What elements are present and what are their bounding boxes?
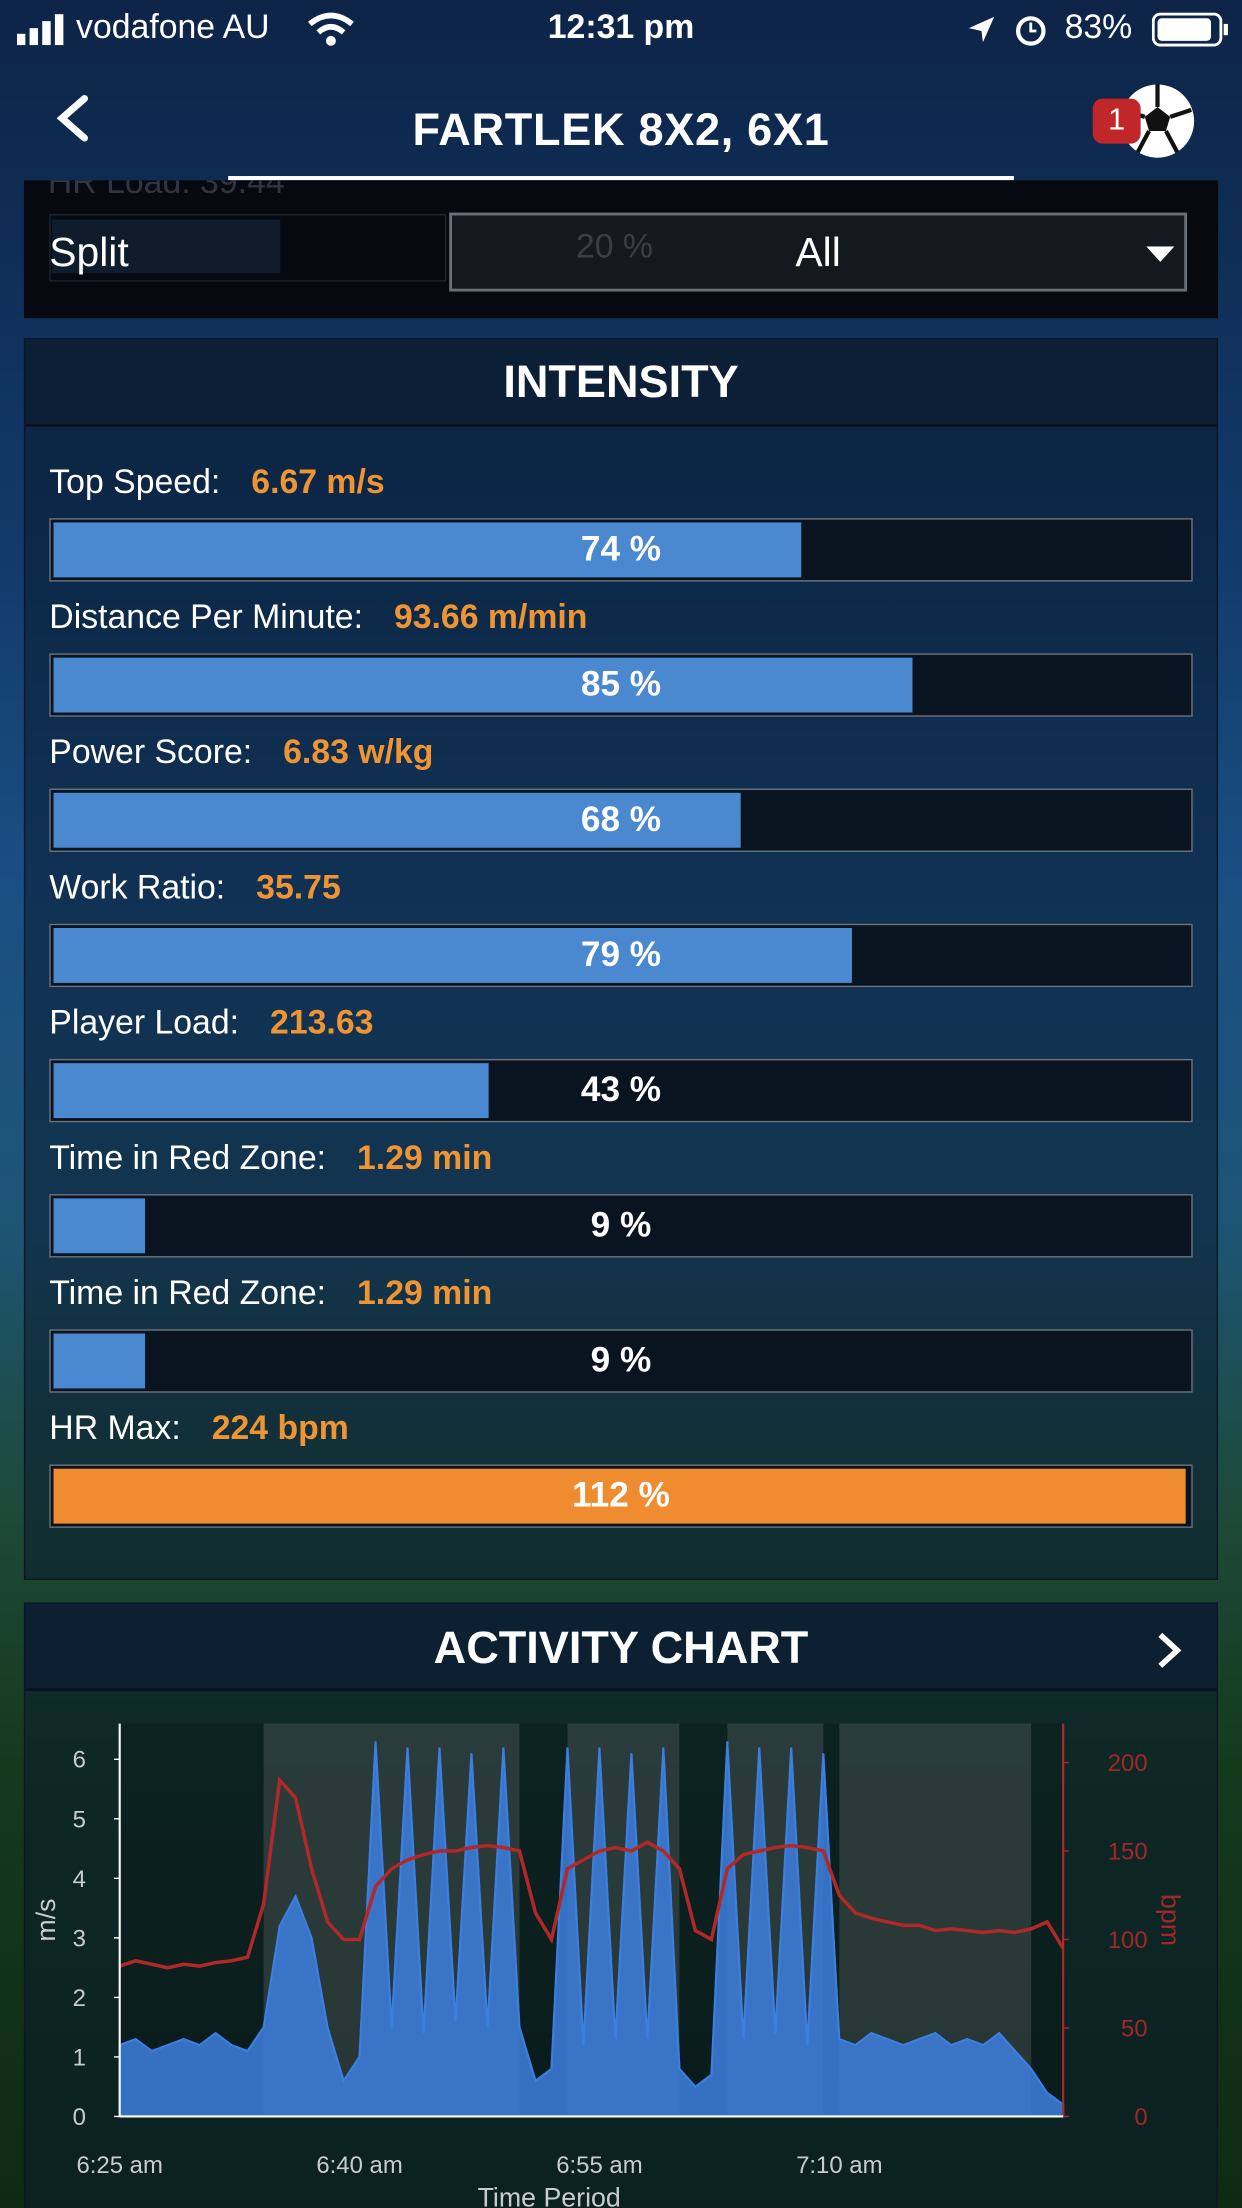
metric-percent: 112 % — [572, 1475, 670, 1516]
chart-forward-button[interactable] — [1155, 1632, 1183, 1669]
metric-label: Top Speed: 6.67 m/s — [49, 463, 384, 502]
metric-label: Time in Red Zone: 1.29 min — [49, 1274, 492, 1313]
y-tick-label: 3 — [73, 1925, 86, 1952]
metric-value: 1.29 min — [357, 1274, 493, 1313]
split-label-bg — [52, 219, 281, 274]
y-tick-label: 1 — [73, 2044, 86, 2071]
metric-name: Time in Red Zone: — [49, 1274, 327, 1313]
x-tick-label: 6:25 am — [76, 2152, 162, 2179]
y2-tick-label: 100 — [1108, 1927, 1148, 1954]
metric-bar-track: 74 % — [49, 518, 1193, 582]
y2-axis-title: bpm — [1156, 1894, 1186, 1946]
wifi-icon — [308, 12, 354, 46]
overlap-text: HR Load: 39.44 — [47, 180, 285, 202]
metric-name: Distance Per Minute: — [49, 598, 363, 637]
y-tick-label: 0 — [73, 2104, 86, 2131]
metric-percent: 9 % — [590, 1340, 652, 1380]
speed-area — [118, 1741, 1065, 2118]
screen-title: FARTLEK 8X2, 6X1 — [412, 104, 830, 155]
x-tick-label: 6:55 am — [556, 2152, 642, 2179]
y2-tick-label: 150 — [1108, 1838, 1148, 1865]
x-tick-label: 6:40 am — [316, 2152, 402, 2179]
metric-name: Top Speed: — [49, 463, 221, 502]
metric-label: Player Load: 213.63 — [49, 1004, 373, 1043]
dropdown-arrow — [1146, 246, 1175, 262]
back-button[interactable] — [51, 93, 96, 144]
y-tick-label: 4 — [73, 1866, 86, 1893]
battery-icon — [1151, 12, 1228, 47]
metric-value: 35.75 — [256, 868, 341, 907]
metric-bar-fill — [53, 1063, 489, 1119]
team-button[interactable] — [1087, 79, 1200, 163]
metric-bar-track: 43 % — [49, 1058, 1193, 1123]
metric-name: Time in Red Zone: — [49, 1139, 327, 1178]
split-panel: HR Load: 39.44 Split 20 % All — [23, 180, 1219, 319]
heart-rate-line — [119, 1776, 1065, 1970]
metric-name: Work Ratio: — [49, 868, 226, 907]
metric-percent: 85 % — [580, 664, 662, 705]
signal-icon — [16, 14, 64, 46]
dropdown-value: All — [795, 230, 841, 276]
metric-bar-track: 112 % — [49, 1464, 1193, 1528]
metric-name: Player Load: — [49, 1004, 240, 1043]
metric-value: 1.29 min — [357, 1139, 493, 1178]
metric-name: Power Score: — [49, 733, 253, 772]
metric-label: Power Score: 6.83 w/kg — [49, 734, 433, 773]
metric-bar-track: 9 % — [49, 1329, 1193, 1393]
metric-bar-fill — [53, 1198, 145, 1254]
metric-value: 213.63 — [270, 1004, 374, 1043]
split-dropdown[interactable] — [449, 212, 1188, 292]
metric-name: HR Max: — [49, 1409, 181, 1448]
metric-label: HR Max: 224 bpm — [49, 1410, 349, 1449]
y-axis-title: m/s — [31, 1898, 61, 1941]
notification-badge: 1 — [1108, 101, 1126, 137]
metric-bar-fill — [53, 657, 913, 713]
metric-value: 6.83 w/kg — [283, 733, 434, 772]
metric-label: Time in Red Zone: 1.29 min — [49, 1139, 492, 1178]
metric-percent: 43 % — [580, 1070, 662, 1110]
metric-bar-fill — [53, 792, 741, 848]
metric-label: Distance Per Minute: 93.66 m/min — [49, 598, 587, 637]
split-label: Split — [49, 230, 129, 276]
metric-value: 93.66 m/min — [393, 598, 588, 637]
x-tick-label: 7:10 am — [796, 2152, 882, 2179]
split-label-box — [49, 214, 447, 282]
y2-tick-label: 50 — [1121, 2015, 1148, 2042]
y-tick-label: 6 — [73, 1747, 86, 1774]
metric-percent: 74 % — [580, 529, 662, 569]
battery-percent: 83% — [1064, 8, 1133, 47]
intensity-panel: INTENSITY Top Speed: 6.67 m/s 74 % Distance… — [23, 337, 1219, 1580]
metric-label: Work Ratio: 35.75 — [49, 869, 340, 908]
metric-bar-fill — [53, 1333, 145, 1389]
y-tick-label: 5 — [73, 1806, 86, 1833]
metric-bar-track: 85 % — [49, 653, 1193, 717]
title-underline — [228, 176, 1014, 181]
metric-bar-track: 79 % — [49, 923, 1193, 988]
activity-chart: 0 1 2 3 4 5 6 0 50 100 150 200 6:25 am 6:40 am 6:55 am… — [31, 1723, 1186, 2208]
metric-percent: 9 % — [590, 1205, 652, 1245]
metric-bar-fill — [53, 1468, 1186, 1524]
metric-value: 224 bpm — [211, 1409, 349, 1448]
x-axis-title: Time Period — [478, 2183, 621, 2208]
y2-tick-label: 0 — [1134, 2104, 1147, 2131]
metric-percent: 68 % — [580, 799, 662, 840]
carrier: vodafone AU — [76, 8, 270, 47]
status-icons — [968, 16, 1046, 46]
metric-bar-fill — [53, 927, 853, 983]
metric-bar-track: 68 % — [49, 788, 1193, 852]
panel-title: INTENSITY — [25, 339, 1217, 427]
metric-value: 6.67 m/s — [251, 463, 385, 502]
panel-title: ACTIVITY CHART — [25, 1603, 1217, 1692]
metric-bar-track: 9 % — [49, 1194, 1193, 1258]
y2-tick-label: 200 — [1108, 1750, 1148, 1777]
metric-percent: 79 % — [580, 935, 662, 975]
metric-bar-fill — [53, 522, 802, 578]
y-tick-label: 2 — [73, 1985, 86, 2012]
faded-percent: 20 % — [575, 228, 653, 267]
clock: 12:31 pm — [547, 8, 695, 47]
